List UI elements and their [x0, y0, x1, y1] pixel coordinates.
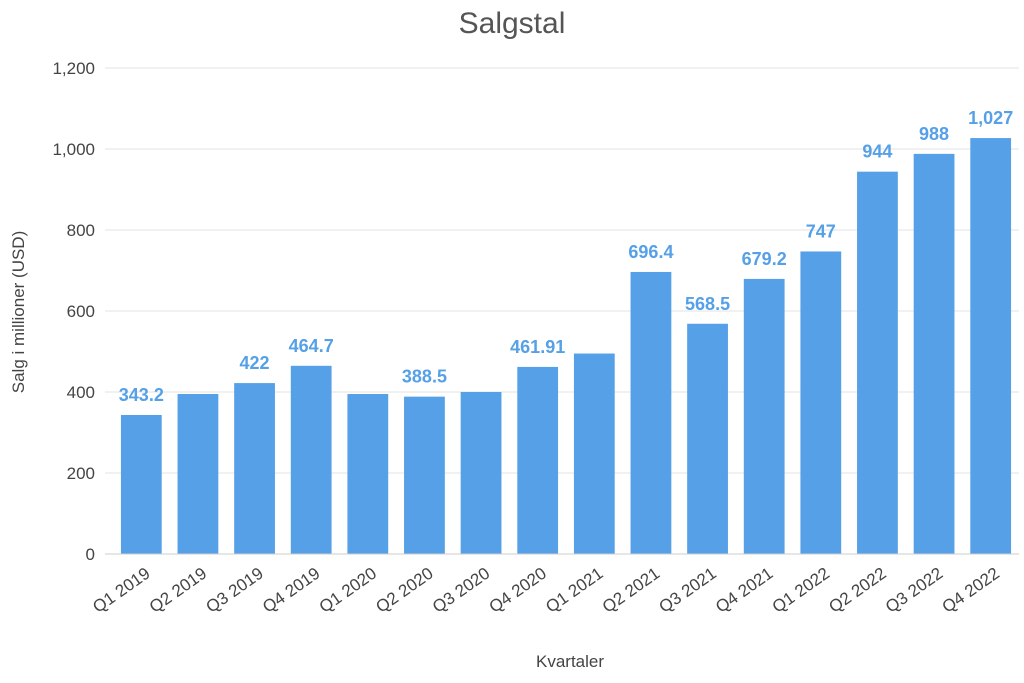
- y-tick-label: 1,200: [52, 59, 95, 78]
- data-label: 464.7: [289, 336, 334, 356]
- x-tick-label: Q1 2019: [89, 564, 153, 617]
- data-label: 568.5: [685, 294, 730, 314]
- data-label: 747: [806, 221, 836, 241]
- y-tick-label: 0: [86, 545, 95, 564]
- data-label: 1,027: [968, 108, 1013, 128]
- bar: [234, 383, 275, 554]
- bar: [177, 394, 219, 554]
- data-label: 461.91: [510, 337, 565, 357]
- x-tick-label: Q2 2022: [825, 564, 889, 617]
- x-tick-label: Q2 2021: [599, 564, 663, 617]
- bar: [743, 278, 785, 554]
- bar: [460, 392, 502, 554]
- bar: [630, 271, 672, 554]
- x-tick-label: Q3 2022: [882, 564, 946, 617]
- bar: [290, 365, 332, 554]
- data-labels: 343.2 422 464.7 388.5 461.91 696.4 568.5 679.2 7…: [119, 108, 1013, 405]
- x-tick-label: Q2 2019: [146, 564, 210, 617]
- y-tick-label: 1,000: [52, 140, 95, 159]
- y-axis-title: Salg i millioner (USD): [9, 231, 28, 393]
- data-label: 343.2: [119, 385, 164, 405]
- bar: [687, 323, 728, 554]
- chart-title: Salgstal: [459, 7, 566, 40]
- bar: [913, 153, 955, 555]
- bar: [120, 415, 162, 554]
- x-tick-label: Q1 2021: [542, 564, 606, 617]
- x-tick-label: Q3 2019: [203, 564, 267, 617]
- data-label: 388.5: [402, 367, 447, 387]
- bar: [573, 353, 615, 554]
- bar: [517, 366, 559, 554]
- bar: [800, 251, 842, 554]
- data-label: 679.2: [742, 249, 787, 269]
- y-tick-label: 800: [67, 221, 95, 240]
- x-tick-label: Q3 2021: [656, 564, 720, 617]
- y-tick-label: 600: [67, 302, 95, 321]
- x-tick-label: Q4 2021: [712, 564, 776, 617]
- y-tick-label: 400: [67, 383, 95, 402]
- x-tick-label: Q1 2020: [316, 564, 380, 617]
- data-label: 696.4: [628, 242, 673, 262]
- bar: [970, 138, 1012, 554]
- bar: [857, 171, 898, 554]
- x-tick-label: Q4 2019: [259, 564, 323, 617]
- bar: [404, 396, 445, 554]
- x-tick-label: Q1 2022: [769, 564, 833, 617]
- x-tick-label: Q2 2020: [372, 564, 436, 617]
- data-label: 988: [919, 124, 949, 144]
- y-axis-ticks: 0 200 400 600 800 1,000 1,200: [52, 59, 95, 564]
- y-tick-label: 200: [67, 464, 95, 483]
- data-label: 944: [862, 142, 892, 162]
- x-tick-label: Q4 2020: [486, 564, 550, 617]
- x-tick-label: Q4 2022: [939, 564, 1003, 617]
- bar: [347, 394, 389, 554]
- x-tick-label: Q3 2020: [429, 564, 493, 617]
- data-label: 422: [240, 353, 270, 373]
- bars: [120, 138, 1012, 555]
- x-axis-title: Kvartaler: [536, 652, 604, 671]
